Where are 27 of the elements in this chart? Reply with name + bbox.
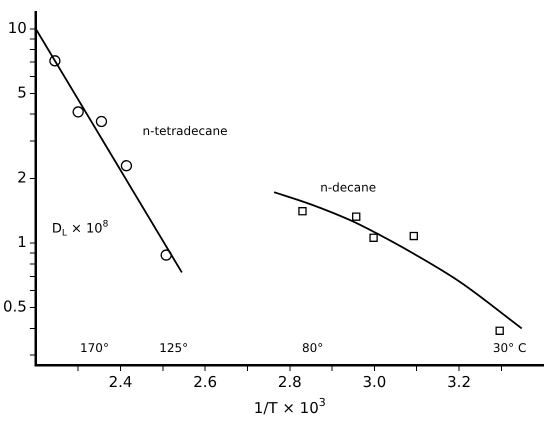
x-tick-label: 2.4 — [108, 372, 132, 391]
text: n-tetradecane — [142, 124, 228, 138]
point — [410, 232, 418, 240]
point — [96, 116, 108, 128]
y-tick-label: 1 — [17, 233, 27, 252]
point — [496, 326, 504, 335]
annotation: 170° — [80, 341, 109, 356]
annotation: 80° — [302, 341, 324, 356]
y-tick-label: 0.5 — [2, 298, 27, 316]
series-label: n-decane — [320, 180, 376, 195]
y-tick-label: 2 — [17, 168, 27, 187]
x-tick-label: 3.0 — [362, 372, 386, 391]
line-series — [273, 191, 523, 330]
point — [160, 249, 172, 261]
y-tick-label: 10 — [8, 18, 27, 37]
point — [352, 212, 360, 221]
annotation: 125° — [159, 341, 188, 356]
x-tick-label: 3.2 — [447, 372, 471, 391]
point — [72, 106, 84, 118]
point — [49, 55, 61, 66]
point — [120, 160, 132, 172]
point — [298, 207, 307, 216]
x-tick-label: 2.8 — [278, 372, 302, 391]
x-tick-label: 2.6 — [193, 372, 218, 391]
y-tick-label: 5 — [17, 83, 27, 102]
point — [369, 234, 378, 242]
annotation: 30° C — [492, 341, 526, 356]
